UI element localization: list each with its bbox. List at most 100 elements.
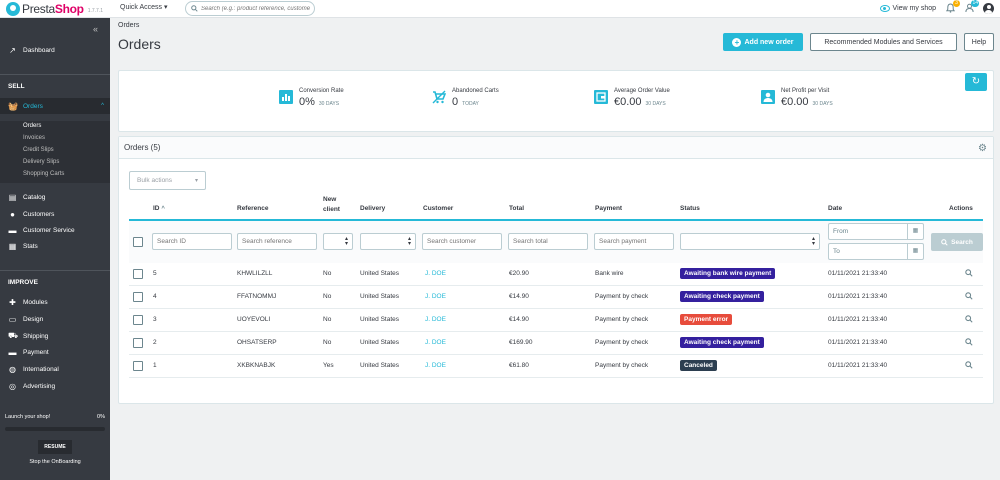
kpi-abandoned-carts: Abandoned Carts 0 TODAY: [432, 88, 499, 108]
calendar-icon[interactable]: ▦: [907, 224, 923, 239]
filter-new-client-select[interactable]: ▴ ▾: [323, 233, 353, 250]
sidebar-item-advertising[interactable]: ◎ Advertising: [0, 378, 110, 394]
submenu-item-shopping-carts[interactable]: Shopping Carts: [23, 171, 65, 177]
table-row[interactable]: 2 OHSATSERP No United States J. DOE €169.90 Pa…: [129, 332, 983, 355]
sidebar-item-catalog[interactable]: ▤ Catalog: [0, 189, 110, 205]
filter-payment-input[interactable]: [594, 233, 674, 250]
sidebar-item-label: Shipping: [23, 332, 49, 340]
filter-customer-input[interactable]: [422, 233, 502, 250]
sidebar-item-shipping[interactable]: ⛟ Shipping: [0, 328, 110, 344]
top-search-input[interactable]: [201, 5, 311, 12]
orders-notification[interactable]: 3: [945, 0, 960, 14]
table-row[interactable]: 4 FFATNOMMJ No United States J. DOE €14.90 Pay…: [129, 286, 983, 309]
submenu-item-invoices[interactable]: Invoices: [23, 135, 46, 141]
status-badge[interactable]: Awaiting bank wire payment: [680, 268, 776, 279]
table-row[interactable]: 1 XKBKNABJK Yes United States J. DOE €61.80 Pa…: [129, 355, 983, 378]
recommended-modules-button[interactable]: Recommended Modules and Services: [810, 33, 957, 51]
kpi-value-row: 0% 30 DAYS: [299, 96, 344, 108]
date-to-placeholder: To: [833, 248, 840, 255]
table-row[interactable]: 3 UOYEVOLI No United States J. DOE €14.90 Paym…: [129, 309, 983, 332]
calendar-icon[interactable]: ▦: [907, 244, 923, 259]
view-order-icon[interactable]: [965, 292, 973, 302]
resume-onboarding-button[interactable]: RESUME: [38, 440, 72, 454]
refresh-kpi-button[interactable]: ↻: [965, 73, 987, 91]
status-badge[interactable]: Awaiting check payment: [680, 291, 764, 302]
add-new-order-button[interactable]: + Add new order: [723, 33, 803, 51]
table-row[interactable]: 5 KHWLILZLL No United States J. DOE €20.90 Ban…: [129, 263, 983, 286]
view-order-icon[interactable]: [965, 361, 973, 371]
row-checkbox[interactable]: [133, 338, 143, 348]
view-my-shop-link[interactable]: View my shop: [879, 4, 936, 12]
filter-id-input[interactable]: [152, 233, 232, 250]
column-header-new-client[interactable]: New client: [323, 195, 340, 215]
sidebar-item-international[interactable]: ◍ International: [0, 361, 110, 377]
gear-icon[interactable]: ⚙: [978, 143, 987, 154]
column-header-payment[interactable]: Payment: [595, 205, 623, 212]
status-badge[interactable]: Awaiting check payment: [680, 337, 764, 348]
filter-delivery-select[interactable]: ▴ ▾: [360, 233, 416, 250]
column-header-date[interactable]: Date: [828, 205, 843, 212]
filter-status-select[interactable]: ▴ ▾: [680, 233, 820, 250]
filter-date-to[interactable]: To ▦: [828, 243, 924, 260]
sidebar-item-modules[interactable]: ✚ Modules: [0, 294, 110, 310]
sidebar-item-payment[interactable]: ▬ Payment: [0, 344, 110, 360]
column-header-delivery[interactable]: Delivery: [360, 205, 386, 212]
cell-customer[interactable]: J. DOE: [425, 339, 446, 346]
sidebar-item-customers[interactable]: ● Customers: [0, 206, 110, 222]
stop-onboarding-link[interactable]: Stop the OnBoarding: [29, 459, 81, 465]
customers-notification[interactable]: 14: [964, 0, 979, 14]
cell-reference: OHSATSERP: [237, 339, 277, 346]
orders-card: Orders (5) ⚙ Bulk actions ▾ ID ^ Referen…: [118, 136, 994, 404]
bulk-actions-dropdown[interactable]: Bulk actions ▾: [129, 171, 206, 190]
column-header-id[interactable]: ID ^: [153, 205, 165, 212]
view-order-icon[interactable]: [965, 315, 973, 325]
filter-reference-input[interactable]: [237, 233, 317, 250]
sidebar-item-label: Payment: [23, 348, 49, 356]
column-header-status[interactable]: Status: [680, 205, 700, 212]
column-header-customer[interactable]: Customer: [423, 205, 454, 212]
select-arrows-icon: ▴ ▾: [344, 236, 348, 247]
cell-customer[interactable]: J. DOE: [425, 362, 446, 369]
row-checkbox[interactable]: [133, 315, 143, 325]
sidebar-item-dashboard[interactable]: ↗ Dashboard: [0, 42, 110, 58]
cell-new-client: No: [323, 270, 332, 277]
kpi-value: €0.00: [781, 96, 809, 108]
view-order-icon[interactable]: [965, 338, 973, 348]
row-checkbox[interactable]: [133, 361, 143, 371]
quick-access-dropdown[interactable]: Quick Access ▾: [120, 4, 168, 11]
column-header-total[interactable]: Total: [509, 205, 525, 212]
kpi-conversion-rate: Conversion Rate 0% 30 DAYS: [279, 88, 344, 108]
submenu-item-orders[interactable]: Orders: [23, 123, 42, 129]
sort-asc-icon[interactable]: ^: [161, 206, 165, 212]
cell-customer[interactable]: J. DOE: [425, 316, 446, 323]
sidebar-item-orders[interactable]: 🧺 Orders ^: [0, 98, 110, 114]
version-label: 1.7.7.1: [87, 8, 103, 14]
select-all-checkbox[interactable]: [133, 237, 143, 247]
cell-date: 01/11/2021 21:33:40: [828, 270, 888, 277]
submenu-item-credit-slips[interactable]: Credit Slips: [23, 147, 54, 153]
sidebar-item-customer-service[interactable]: ▬ Customer Service: [0, 222, 110, 238]
view-order-icon[interactable]: [965, 269, 973, 279]
status-badge[interactable]: Payment error: [680, 314, 733, 325]
cell-customer[interactable]: J. DOE: [425, 293, 446, 300]
prestashop-logo[interactable]: PrestaShop 1.7.7.1: [0, 0, 110, 18]
row-checkbox[interactable]: [133, 292, 143, 302]
sidebar-item-stats[interactable]: ▦ Stats: [0, 238, 110, 254]
column-header-reference[interactable]: Reference: [237, 205, 269, 212]
credit-card-icon: ▬: [8, 347, 17, 357]
employee-avatar-icon[interactable]: [983, 2, 994, 14]
orders-title: Orders (5): [124, 143, 161, 152]
collapse-sidebar-button[interactable]: «: [92, 24, 98, 34]
submenu-item-delivery-slips[interactable]: Delivery Slips: [23, 159, 60, 165]
search-filter-button[interactable]: Search: [931, 233, 983, 251]
help-button[interactable]: Help: [964, 33, 994, 51]
cell-customer[interactable]: J. DOE: [425, 270, 446, 277]
sidebar-item-design[interactable]: ▭ Design: [0, 311, 110, 327]
filter-date-from[interactable]: From ▦: [828, 223, 924, 240]
filter-total-input[interactable]: [508, 233, 588, 250]
status-badge[interactable]: Canceled: [680, 360, 717, 371]
cell-payment: Payment by check: [595, 339, 649, 346]
row-checkbox[interactable]: [133, 269, 143, 279]
kpi-label: Average Order Value: [614, 88, 670, 94]
breadcrumb[interactable]: Orders: [118, 22, 140, 29]
